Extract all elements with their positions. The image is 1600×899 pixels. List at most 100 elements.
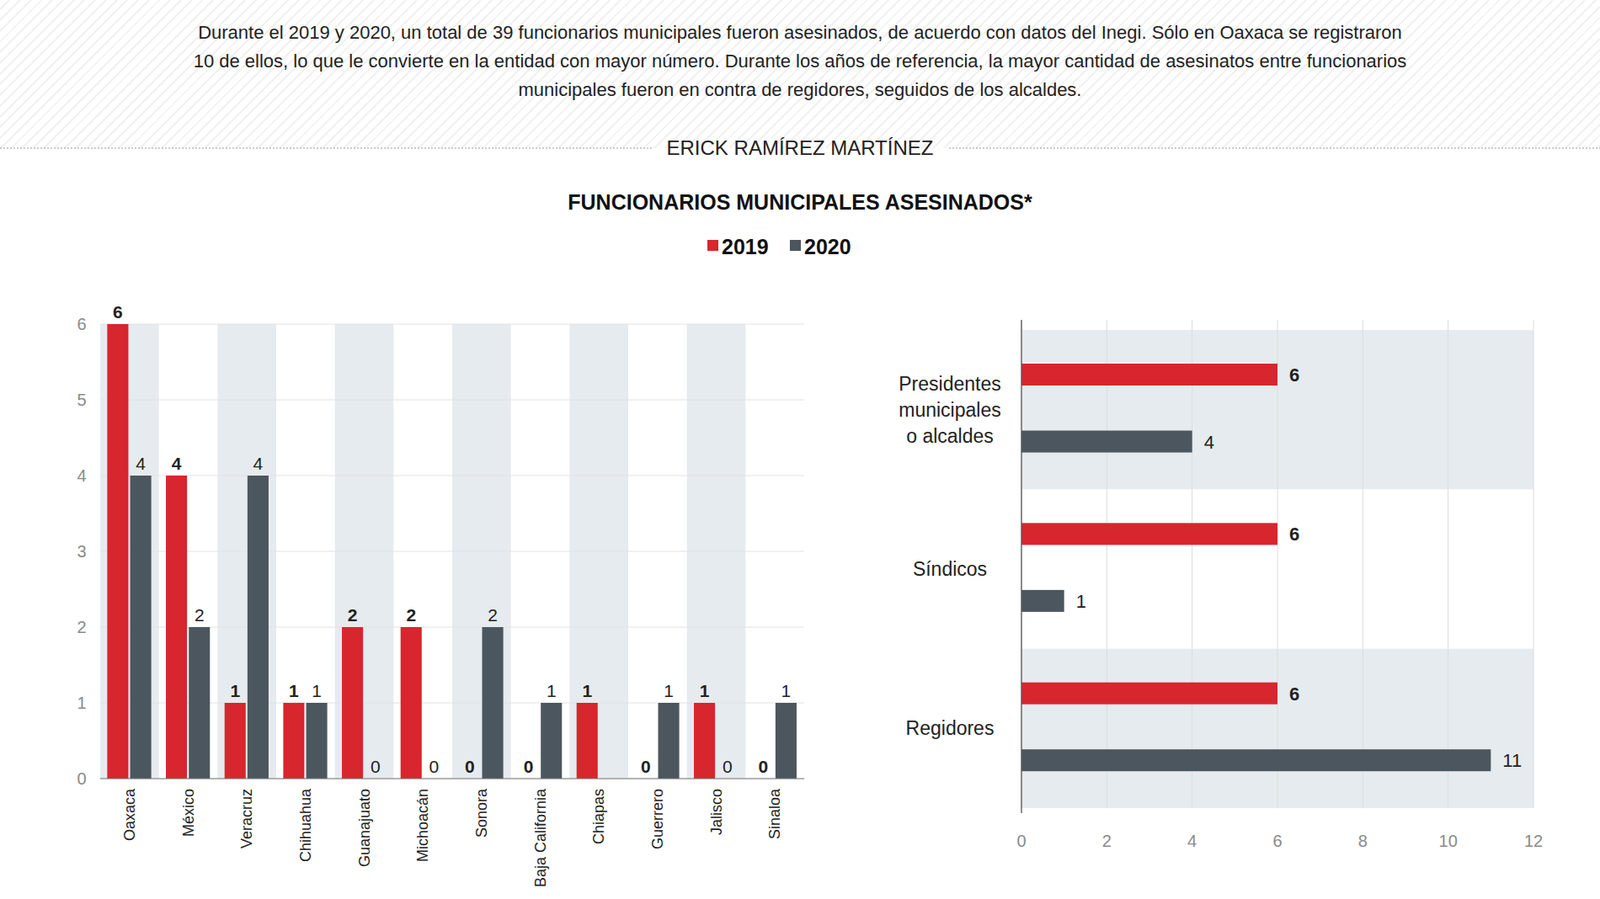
bar bbox=[306, 703, 328, 779]
bar bbox=[576, 703, 598, 779]
bar bbox=[400, 627, 422, 779]
category-line: Presidentes bbox=[898, 373, 1001, 395]
data-label: 0 bbox=[429, 757, 440, 777]
grid-line bbox=[100, 400, 805, 401]
bar bbox=[775, 703, 797, 779]
chart-vertical: 012345664112200101042410021101OaxacaMéxi… bbox=[76, 302, 805, 888]
data-label: 0 bbox=[640, 757, 651, 777]
x-tick-label: 8 bbox=[1358, 832, 1368, 851]
grid-line bbox=[100, 778, 805, 780]
data-label: 1 bbox=[699, 681, 710, 701]
category-label: Síndicos bbox=[912, 558, 987, 581]
grid-line bbox=[1191, 320, 1193, 809]
chart-horizontal: 0246810126664111Presidentesmunicipaleso … bbox=[898, 320, 1543, 851]
data-label: 2 bbox=[405, 605, 416, 625]
bar bbox=[224, 703, 246, 779]
x-tick-label: 4 bbox=[1187, 832, 1197, 851]
x-tick-label: 2 bbox=[1102, 832, 1112, 851]
bar bbox=[1021, 590, 1065, 613]
category-label: Presidentes municipales o alcaldes bbox=[898, 373, 1001, 448]
intro-text: Durante el 2019 y 2020, un total de 39 f… bbox=[189, 18, 1411, 105]
title: FUNCIONARIOS MUNICIPALES ASESINADOS* bbox=[567, 190, 1033, 214]
category-label: Regidores bbox=[906, 717, 995, 740]
bar bbox=[693, 703, 715, 779]
bar bbox=[482, 627, 504, 779]
category-label: Chiapas bbox=[590, 789, 608, 845]
y-axis bbox=[1020, 320, 1022, 814]
bar bbox=[247, 475, 269, 779]
y-tick-label: 6 bbox=[76, 314, 86, 334]
bars bbox=[1021, 363, 1491, 772]
data-label: 1 bbox=[229, 681, 240, 701]
grid-line bbox=[100, 551, 805, 553]
legend-label: 2020 bbox=[804, 234, 852, 259]
data-label: 6 bbox=[1289, 683, 1300, 705]
divider bbox=[0, 147, 653, 149]
y-tick-label: 1 bbox=[76, 693, 86, 713]
category-label: Guanajuato bbox=[356, 789, 374, 868]
x-tick-label: 10 bbox=[1439, 832, 1458, 851]
y-tick-label: 4 bbox=[76, 466, 86, 486]
x-axis bbox=[100, 778, 805, 779]
x-tick-label: 6 bbox=[1272, 832, 1282, 851]
category-label: México bbox=[180, 789, 198, 838]
category-label: Sonora bbox=[473, 788, 491, 838]
data-label: 0 bbox=[722, 757, 733, 777]
category-line: municipales bbox=[898, 399, 1001, 422]
x-tick-label: 12 bbox=[1524, 832, 1543, 851]
data-label: 4 bbox=[253, 453, 264, 474]
bar bbox=[282, 703, 304, 779]
data-label: 1 bbox=[311, 681, 322, 701]
y-tick-label: 5 bbox=[76, 390, 86, 410]
legend-label: 2019 bbox=[721, 234, 769, 259]
category-label: Michoacán bbox=[414, 789, 432, 863]
data-label: 0 bbox=[757, 757, 768, 777]
grid-line bbox=[1533, 320, 1535, 809]
category-label: Veracruz bbox=[238, 789, 256, 849]
x-tick-label: 0 bbox=[1016, 832, 1026, 851]
intro: Durante el 2019 y 2020, un total de 39 f… bbox=[0, 18, 1600, 105]
data-label: 0 bbox=[464, 757, 475, 777]
bar bbox=[1021, 749, 1491, 772]
bar bbox=[540, 703, 562, 779]
grid-line bbox=[1362, 320, 1364, 809]
category-label: Baja California bbox=[532, 788, 550, 888]
data-label: 2 bbox=[487, 605, 498, 625]
grid-line bbox=[100, 324, 805, 326]
category-label: Chihuahua bbox=[297, 788, 315, 863]
data-label: 4 bbox=[135, 453, 146, 474]
bar bbox=[130, 475, 152, 779]
bar bbox=[341, 627, 363, 779]
bar bbox=[106, 324, 128, 779]
data-label: 1 bbox=[1076, 591, 1087, 613]
data-label: 6 bbox=[1289, 523, 1300, 545]
data-label: 1 bbox=[288, 681, 299, 701]
data-label: 1 bbox=[546, 681, 557, 701]
data-label: 6 bbox=[112, 302, 123, 322]
bar bbox=[165, 475, 187, 779]
category-label: Oaxaca bbox=[121, 788, 139, 842]
bars bbox=[106, 324, 797, 779]
category-line: Síndicos bbox=[912, 558, 987, 581]
bar bbox=[1021, 363, 1278, 386]
grid-line bbox=[1106, 320, 1108, 809]
author: ERICK RAMÍREZ MARTÍNEZ bbox=[666, 136, 934, 160]
data-label: 0 bbox=[370, 757, 381, 777]
bar bbox=[1021, 682, 1278, 705]
y-tick-label: 3 bbox=[76, 542, 86, 561]
grid-line bbox=[1277, 320, 1279, 809]
category-label: Guerrero bbox=[649, 789, 667, 850]
y-tick-label: 0 bbox=[76, 769, 86, 789]
divider bbox=[949, 147, 1600, 149]
y-tick-label: 2 bbox=[76, 618, 86, 637]
legend-swatch bbox=[789, 240, 801, 251]
data-label: 1 bbox=[781, 681, 792, 701]
data-label: 0 bbox=[523, 757, 534, 777]
data-label: 2 bbox=[194, 605, 205, 625]
category-line: Regidores bbox=[906, 717, 995, 740]
data-label: 4 bbox=[1204, 432, 1215, 454]
category-line: o alcaldes bbox=[906, 425, 994, 448]
bar bbox=[1021, 522, 1278, 545]
data-label: 11 bbox=[1502, 750, 1522, 772]
grid-line bbox=[1447, 320, 1449, 809]
